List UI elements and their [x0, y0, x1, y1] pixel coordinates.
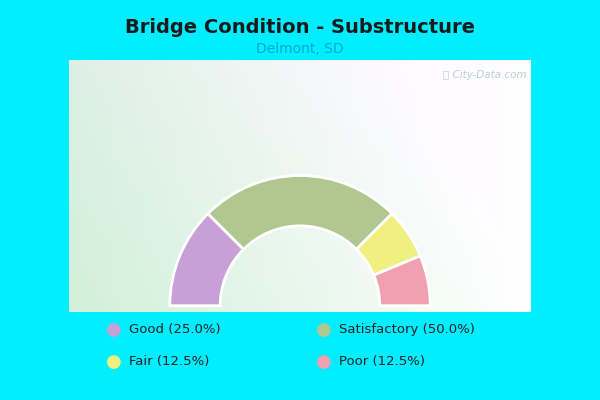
Wedge shape	[356, 214, 420, 275]
Text: ⓘ City-Data.com: ⓘ City-Data.com	[443, 70, 527, 80]
Wedge shape	[208, 176, 392, 249]
Text: ●: ●	[316, 353, 332, 371]
Text: ●: ●	[316, 321, 332, 339]
Wedge shape	[170, 214, 244, 306]
Text: Fair (12.5%): Fair (12.5%)	[129, 356, 209, 368]
Text: ●: ●	[106, 353, 122, 371]
Text: Delmont, SD: Delmont, SD	[256, 42, 344, 56]
Text: ●: ●	[106, 321, 122, 339]
Text: Poor (12.5%): Poor (12.5%)	[339, 356, 425, 368]
Wedge shape	[374, 256, 430, 306]
Text: Good (25.0%): Good (25.0%)	[129, 324, 221, 336]
Text: Bridge Condition - Substructure: Bridge Condition - Substructure	[125, 18, 475, 37]
Text: Satisfactory (50.0%): Satisfactory (50.0%)	[339, 324, 475, 336]
